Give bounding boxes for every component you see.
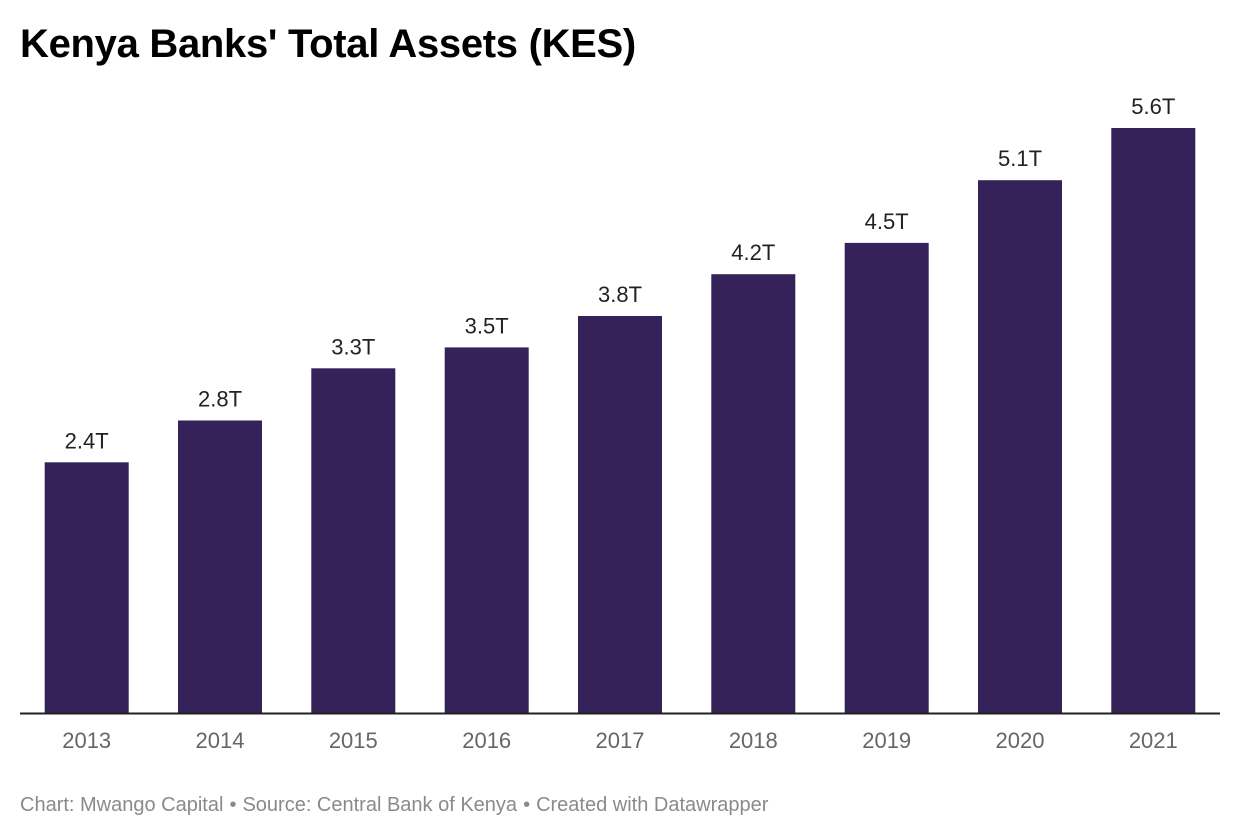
footer-separator: • [229,794,237,816]
footer-separator: • [523,794,531,816]
bar-2018 [711,274,796,713]
source-note: Source: Central Bank of Kenya [242,794,518,816]
x-tick-label-2015: 2015 [329,728,378,753]
bar-2020 [978,180,1062,713]
chart-title: Kenya Banks' Total Assets (KES) [20,22,636,66]
created-with-note: Created with Datawrapper [536,794,769,816]
bar-2015 [311,368,396,713]
data-label-2016: 3.5T [465,313,509,338]
data-label-2014: 2.8T [198,387,242,412]
x-tick-label-2013: 2013 [62,728,111,753]
x-tick-label-2021: 2021 [1129,728,1178,753]
data-label-2020: 5.1T [998,146,1042,171]
data-label-2013: 2.4T [65,428,109,453]
data-label-2019: 4.5T [865,209,909,234]
data-label-2018: 4.2T [731,240,775,265]
x-tick-label-2016: 2016 [462,728,511,753]
bar-2017 [578,316,662,713]
x-tick-label-2020: 2020 [996,728,1045,753]
bar-2021 [1111,128,1196,713]
x-tick-label-2014: 2014 [196,728,245,753]
bar-2014 [178,420,262,713]
chart-footer: Chart: Mwango Capital • Source: Central Ba… [20,794,768,817]
data-label-2015: 3.3T [331,334,375,359]
data-label-2021: 5.6T [1131,94,1175,119]
bar-2019 [844,242,929,713]
bar-2016 [444,347,529,713]
data-label-2017: 3.8T [598,282,642,307]
x-tick-label-2019: 2019 [862,728,911,753]
bar-2013 [44,462,129,713]
x-tick-label-2018: 2018 [729,728,778,753]
x-tick-label-2017: 2017 [596,728,645,753]
chart-credit: Chart: Mwango Capital [20,794,224,816]
